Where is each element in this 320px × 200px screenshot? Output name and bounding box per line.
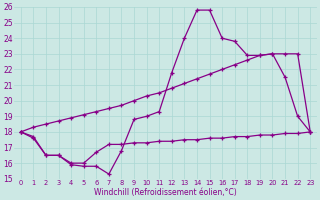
X-axis label: Windchill (Refroidissement éolien,°C): Windchill (Refroidissement éolien,°C) <box>94 188 237 197</box>
